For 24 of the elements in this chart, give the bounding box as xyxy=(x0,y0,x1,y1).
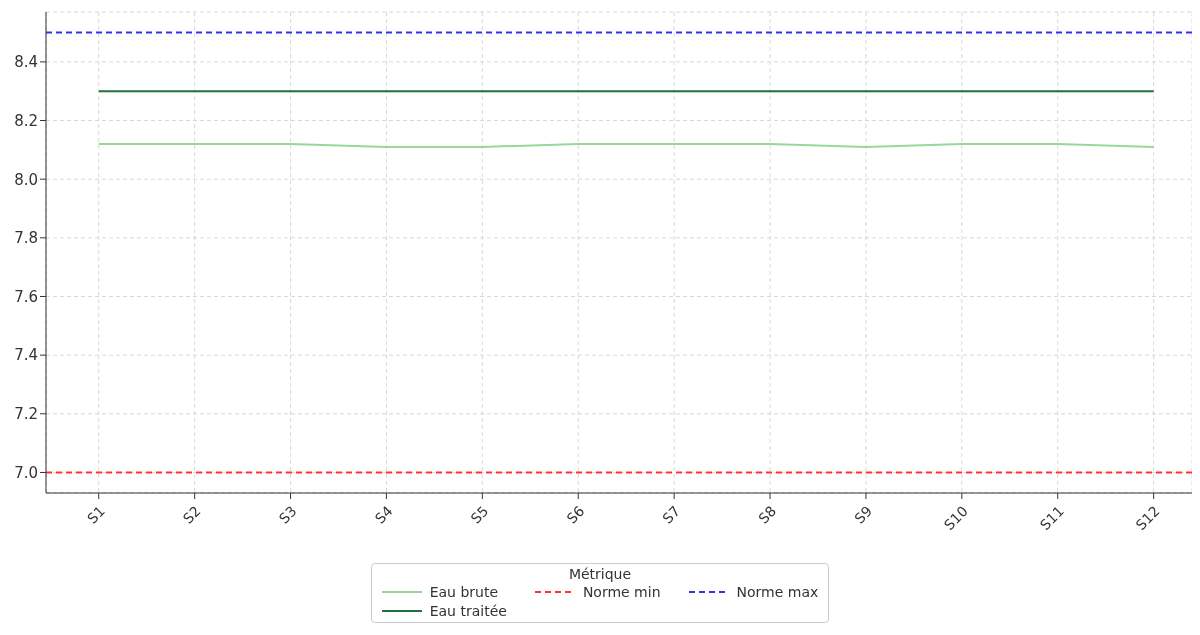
y-tick-label: 7.0 xyxy=(14,463,38,482)
legend-label: Norme max xyxy=(736,583,819,600)
legend-label: Eau brute xyxy=(429,583,499,600)
x-tick-label: S8 xyxy=(755,502,780,527)
y-tick-label: 7.4 xyxy=(14,346,38,365)
x-tick-label: S12 xyxy=(1132,502,1163,534)
x-tick-label: S6 xyxy=(563,502,588,527)
y-tick-label: 7.2 xyxy=(14,405,38,424)
y-tick-label: 8.4 xyxy=(14,53,38,72)
x-tick-label: S1 xyxy=(84,502,108,527)
x-tick-label: S7 xyxy=(659,502,684,527)
x-tick-label: S2 xyxy=(179,502,204,527)
x-tick-label: S3 xyxy=(275,502,300,527)
y-tick-label: 8.0 xyxy=(14,170,38,189)
y-tick-label: 8.2 xyxy=(14,111,38,130)
x-tick-label: S9 xyxy=(851,502,876,527)
x-tick-label: S5 xyxy=(467,502,492,527)
legend-label: Eau traitée xyxy=(429,602,507,619)
x-tick-label: S4 xyxy=(371,502,396,527)
x-tick-label: S11 xyxy=(1036,502,1067,534)
y-tick-label: 7.6 xyxy=(14,287,38,306)
legend-label: Norme min xyxy=(582,583,661,600)
y-tick-label: 7.8 xyxy=(14,229,38,248)
legend-title: Métrique xyxy=(567,566,633,582)
